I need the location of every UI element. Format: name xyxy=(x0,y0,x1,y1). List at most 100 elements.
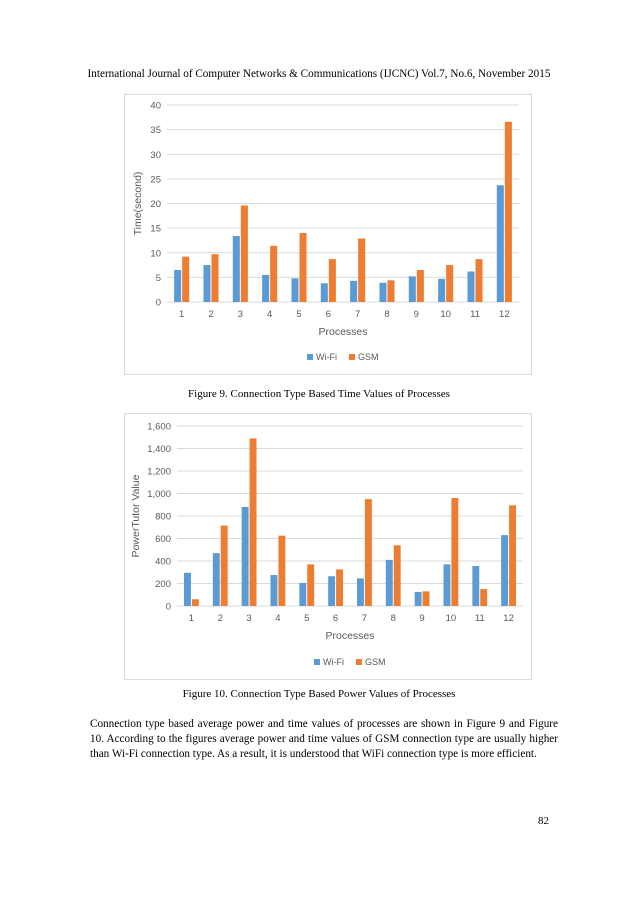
chart2-xtick-label: 6 xyxy=(333,613,338,624)
chart2-ytick-label: 1,200 xyxy=(147,467,171,478)
chart1-bar-wifi xyxy=(262,274,270,302)
chart1-bar-wifi xyxy=(408,276,416,302)
chart1-legend-swatch-wifi xyxy=(307,354,313,360)
chart1-bar-gsm xyxy=(270,245,278,302)
chart2-xtick-label: 4 xyxy=(275,613,280,624)
chart1-bar-wifi xyxy=(467,271,475,302)
chart1-legend-swatch-gsm xyxy=(349,354,355,360)
chart2-bar-gsm xyxy=(307,564,315,606)
chart2-bar-wifi xyxy=(356,578,364,606)
chart2-legend-swatch-gsm xyxy=(356,659,362,665)
chart1-bar-gsm xyxy=(299,233,307,302)
chart1-bar-gsm xyxy=(504,121,512,303)
chart1-bar-wifi xyxy=(379,282,387,302)
chart2-bar-wifi xyxy=(328,576,336,606)
chart2-x-axis-title: Processes xyxy=(325,630,374,642)
chart1-ytick-label: 15 xyxy=(150,224,161,235)
chart2-bar-wifi xyxy=(443,564,451,606)
chart1-ytick-label: 5 xyxy=(156,273,161,284)
chart1-x-axis-title: Processes xyxy=(318,326,367,338)
chart1-bar-gsm xyxy=(328,259,336,302)
chart2-xtick-label: 1 xyxy=(189,613,194,624)
chart1-ytick-label: 40 xyxy=(150,101,161,112)
chart1-bar-wifi xyxy=(232,236,240,302)
chart2-bar-gsm xyxy=(451,498,459,606)
chart2-bar-gsm xyxy=(393,545,401,606)
chart2-bar-gsm xyxy=(480,589,488,606)
chart1-ytick-label: 25 xyxy=(150,174,161,185)
chart2-bar-gsm xyxy=(509,505,517,606)
chart1-xtick-label: 9 xyxy=(414,309,419,320)
chart2-bar-gsm xyxy=(422,591,430,606)
chart2-bar-wifi xyxy=(385,559,393,606)
chart1-xtick-label: 6 xyxy=(326,309,331,320)
chart1-ytick-label: 20 xyxy=(150,199,161,210)
chart2-bar-wifi xyxy=(183,572,191,606)
chart2-xtick-label: 8 xyxy=(391,613,396,624)
chart2-bar-wifi xyxy=(241,507,249,606)
chart1-bar-wifi xyxy=(496,185,504,302)
chart2-bar-gsm xyxy=(220,525,228,606)
chart2-bar-wifi xyxy=(212,553,220,606)
chart1-bar-wifi xyxy=(350,280,358,302)
chart2-bar-wifi xyxy=(270,575,278,606)
chart2-ytick-label: 1,400 xyxy=(147,444,171,455)
chart1-ytick-label: 35 xyxy=(150,125,161,136)
figure-9-chart: 0 5 10 15 20 25 30 35 40 1 2 3 4 5 6 7 8 9 10 11 12 Processes… xyxy=(124,94,532,375)
chart1-xtick-label: 11 xyxy=(470,309,480,320)
chart1-xtick-label: 8 xyxy=(384,309,389,320)
chart2-bar-gsm xyxy=(364,499,372,606)
chart2-bar-gsm xyxy=(336,569,344,606)
figure-9-caption: Figure 9. Connection Type Based Time Val… xyxy=(188,388,450,400)
chart2-xtick-label: 2 xyxy=(218,613,223,624)
chart1-bar-gsm xyxy=(182,256,190,302)
chart1-bar-wifi xyxy=(203,265,211,302)
chart2-bar-gsm xyxy=(191,599,199,606)
chart1-bar-gsm xyxy=(416,269,424,302)
chart2-ytick-label: 600 xyxy=(155,534,171,545)
chart1-legend-label-wifi: Wi-Fi xyxy=(316,352,337,362)
chart2-xtick-label: 10 xyxy=(446,613,457,624)
chart2-bar-gsm xyxy=(278,535,286,606)
figure-10-caption: Figure 10. Connection Type Based Power V… xyxy=(182,688,456,700)
figure-10-chart: 0 200 400 600 800 1,000 1,200 1,400 1,600 1 2 3 4 5 6 7… xyxy=(124,413,532,680)
chart2-ytick-label: 400 xyxy=(155,557,171,568)
chart2-ytick-label: 1,000 xyxy=(147,489,171,500)
chart2-bar-gsm xyxy=(249,438,257,606)
chart1-ytick-label: 10 xyxy=(150,248,161,259)
chart1-bar-wifi xyxy=(438,278,446,302)
chart2-xtick-label: 11 xyxy=(475,613,485,624)
chart1-y-axis-title: Time(second) xyxy=(132,172,144,236)
chart1-xtick-label: 3 xyxy=(238,309,243,320)
chart2-legend-swatch-wifi xyxy=(314,659,320,665)
chart1-bar-gsm xyxy=(211,254,219,302)
chart1-bar-gsm xyxy=(387,280,395,302)
body-paragraph: Connection type based average power and … xyxy=(90,718,558,761)
chart2-xtick-label: 12 xyxy=(503,613,514,624)
chart2-ytick-label: 800 xyxy=(155,512,171,523)
chart2-ytick-label: 1,600 xyxy=(147,422,171,433)
chart1-bar-gsm xyxy=(446,265,454,302)
page-number: 82 xyxy=(538,815,549,827)
chart2-y-axis-title: PowerTutor Value xyxy=(130,474,142,557)
chart2-xtick-label: 9 xyxy=(419,613,424,624)
chart1-xtick-label: 12 xyxy=(499,309,510,320)
chart2-legend-label-wifi: Wi-Fi xyxy=(323,657,344,667)
journal-header: International Journal of Computer Networ… xyxy=(87,68,551,80)
chart2-legend-label-gsm: GSM xyxy=(365,657,386,667)
chart1-bar-gsm xyxy=(475,259,483,302)
chart2-bar-wifi xyxy=(472,566,480,606)
chart1-legend-label-gsm: GSM xyxy=(358,352,379,362)
chart1-xtick-label: 1 xyxy=(179,309,184,320)
chart1-bar-wifi xyxy=(291,278,299,302)
chart1-bar-wifi xyxy=(174,269,182,302)
chart2-bar-wifi xyxy=(299,582,307,606)
chart1-ytick-label: 30 xyxy=(150,150,161,161)
chart2-xtick-label: 5 xyxy=(304,613,309,624)
chart1-bar-gsm xyxy=(358,238,366,302)
chart2-xtick-label: 7 xyxy=(362,613,367,624)
chart2-bar-wifi xyxy=(501,535,509,606)
chart1-xtick-label: 4 xyxy=(267,309,272,320)
